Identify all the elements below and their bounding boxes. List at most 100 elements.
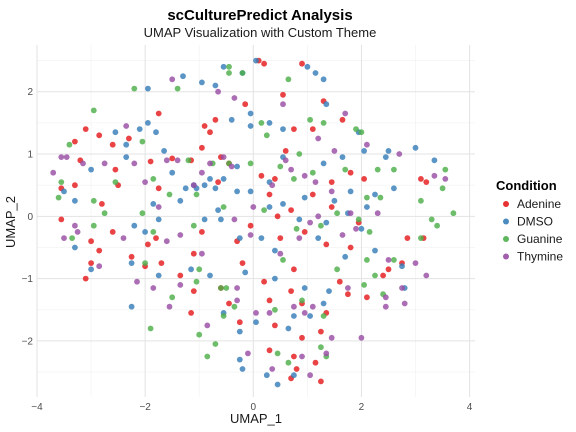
point-dmso xyxy=(128,260,135,266)
point-guanine xyxy=(285,359,292,366)
point-adenine xyxy=(199,144,205,151)
point-dmso xyxy=(199,79,205,86)
point-dmso xyxy=(145,120,151,126)
point-adenine xyxy=(328,204,335,210)
legend-label-thymine: Thymine xyxy=(517,250,563,264)
point-guanine xyxy=(353,126,359,132)
point-dmso xyxy=(128,303,135,310)
point-dmso xyxy=(123,141,130,148)
point-thymine xyxy=(163,238,170,245)
point-thymine xyxy=(401,300,408,307)
point-guanine xyxy=(174,85,181,92)
point-dmso xyxy=(220,63,227,70)
legend-key-thymine xyxy=(503,253,509,260)
point-adenine xyxy=(312,359,319,366)
point-dmso xyxy=(247,188,254,195)
point-thymine xyxy=(174,157,181,164)
point-thymine xyxy=(299,353,305,360)
y-tick-label: −2 xyxy=(22,336,34,347)
point-thymine xyxy=(131,160,138,167)
point-thymine xyxy=(50,169,57,176)
point-adenine xyxy=(418,176,424,182)
point-adenine xyxy=(128,253,135,260)
point-dmso xyxy=(296,216,303,223)
chart-title: scCulturePredict Analysis xyxy=(167,7,352,24)
point-adenine xyxy=(239,260,246,266)
point-guanine xyxy=(364,194,370,201)
point-adenine xyxy=(155,185,162,192)
point-adenine xyxy=(301,229,308,235)
point-adenine xyxy=(293,366,300,372)
point-dmso xyxy=(399,263,405,270)
point-guanine xyxy=(299,297,305,304)
point-dmso xyxy=(320,160,327,167)
point-adenine xyxy=(188,310,195,316)
point-guanine xyxy=(418,197,424,204)
point-guanine xyxy=(293,225,300,232)
point-thymine xyxy=(277,250,284,257)
point-dmso xyxy=(145,85,151,92)
point-guanine xyxy=(169,294,176,301)
point-adenine xyxy=(125,135,132,142)
point-dmso xyxy=(207,176,213,182)
point-thymine xyxy=(120,235,127,242)
point-guanine xyxy=(150,229,157,235)
point-adenine xyxy=(190,250,197,257)
point-guanine xyxy=(450,210,457,217)
point-thymine xyxy=(177,282,184,288)
point-thymine xyxy=(307,372,313,379)
point-guanine xyxy=(231,303,238,310)
legend-label-guanine: Guanine xyxy=(517,232,563,246)
point-dmso xyxy=(236,356,243,363)
point-thymine xyxy=(296,235,303,242)
point-adenine xyxy=(261,60,267,67)
point-thymine xyxy=(423,272,430,279)
point-dmso xyxy=(382,154,389,161)
point-dmso xyxy=(291,372,297,379)
point-adenine xyxy=(155,110,162,117)
point-thymine xyxy=(309,303,316,310)
point-adenine xyxy=(339,116,346,123)
point-adenine xyxy=(328,179,335,186)
point-thymine xyxy=(190,182,197,189)
point-dmso xyxy=(220,176,227,182)
x-tick-label: −2 xyxy=(139,402,151,413)
point-dmso xyxy=(218,216,224,223)
point-thymine xyxy=(245,350,251,357)
point-adenine xyxy=(266,191,273,198)
point-thymine xyxy=(177,232,184,238)
point-guanine xyxy=(58,179,65,186)
point-thymine xyxy=(342,110,349,117)
point-dmso xyxy=(234,163,241,170)
point-dmso xyxy=(323,101,330,108)
point-adenine xyxy=(158,260,165,266)
point-thymine xyxy=(231,216,238,223)
point-guanine xyxy=(439,185,446,192)
point-adenine xyxy=(82,275,89,282)
point-guanine xyxy=(355,216,362,223)
point-thymine xyxy=(207,160,213,167)
point-thymine xyxy=(328,334,335,341)
point-thymine xyxy=(72,222,78,229)
point-dmso xyxy=(326,288,332,294)
point-adenine xyxy=(207,129,213,136)
point-dmso xyxy=(239,366,246,372)
point-dmso xyxy=(272,247,278,254)
point-adenine xyxy=(96,247,103,254)
point-thymine xyxy=(96,263,103,270)
point-dmso xyxy=(372,191,378,198)
point-thymine xyxy=(288,166,294,173)
point-thymine xyxy=(142,179,149,186)
point-thymine xyxy=(155,204,162,210)
point-thymine xyxy=(331,148,338,154)
point-adenine xyxy=(299,60,305,67)
point-adenine xyxy=(272,322,278,329)
point-guanine xyxy=(131,85,138,92)
point-adenine xyxy=(226,300,232,307)
point-adenine xyxy=(336,278,343,285)
point-guanine xyxy=(69,235,75,242)
point-adenine xyxy=(266,297,273,304)
point-thymine xyxy=(345,285,351,291)
point-guanine xyxy=(220,204,227,210)
point-adenine xyxy=(82,126,89,132)
